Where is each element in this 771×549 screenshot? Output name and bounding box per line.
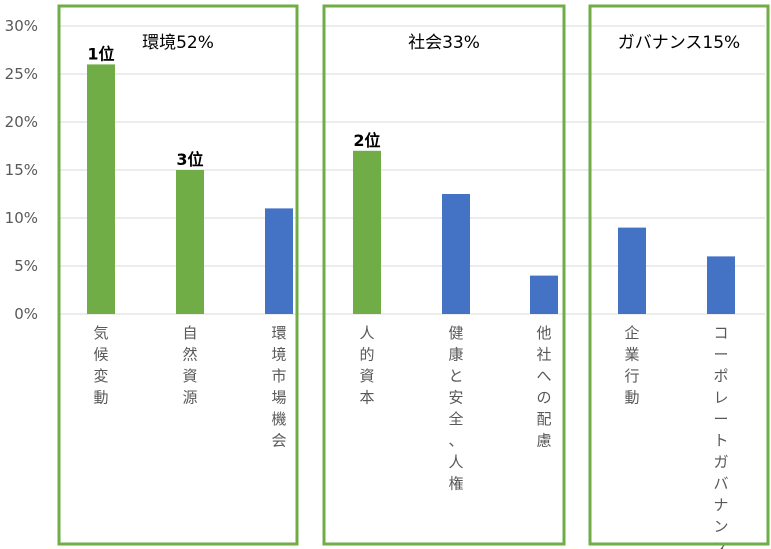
- gridlines: [60, 25, 765, 315]
- group-title: ガバナンス15%: [618, 33, 740, 53]
- category-label: コーポレートガバナンス: [713, 324, 728, 549]
- y-tick-label: 20%: [5, 113, 38, 131]
- category-label: 人的資本: [359, 324, 374, 407]
- bar: [87, 64, 115, 315]
- group-frame: [57, 4, 299, 546]
- y-tick-label: 10%: [5, 209, 38, 227]
- group-title: 社会33%: [408, 33, 480, 53]
- category-label: 環境市場機会: [271, 324, 286, 450]
- group-title: 環境52%: [142, 33, 214, 53]
- category-label: 気候変動: [93, 324, 108, 407]
- category-label: 健康と安全、人権: [448, 324, 463, 493]
- bar: [353, 150, 381, 314]
- group-frame: [322, 4, 566, 546]
- y-tick-label: 5%: [14, 257, 38, 275]
- category-labels: 気候変動 自然資源 環境市場機会 人的資本 健康と安全、人権 他社への配慮 企業行動 コーポレ…: [93, 324, 728, 549]
- y-axis-ticks: 0% 5% 10% 15% 20% 25% 30%: [5, 17, 38, 323]
- category-label: 企業行動: [624, 324, 639, 407]
- bar: [176, 170, 204, 314]
- y-tick-label: 30%: [5, 17, 38, 35]
- category-label: 自然資源: [182, 324, 197, 407]
- rank-label: 2位: [353, 131, 380, 150]
- bar: [618, 227, 646, 314]
- bar: [265, 208, 293, 314]
- y-tick-label: 25%: [5, 65, 38, 83]
- bars: [87, 64, 735, 315]
- bar-rank-labels: 1位 3位 2位: [87, 44, 380, 169]
- bar: [707, 256, 735, 314]
- y-tick-label: 0%: [14, 305, 38, 323]
- bar: [442, 194, 470, 314]
- bar: [530, 275, 558, 314]
- y-tick-label: 15%: [5, 161, 38, 179]
- group-frames: 環境52% 社会33% ガバナンス15%: [57, 4, 770, 546]
- rank-label: 3位: [176, 150, 203, 169]
- rank-label: 1位: [87, 44, 114, 63]
- category-label: 他社への配慮: [536, 324, 551, 450]
- group-frame: [588, 4, 770, 546]
